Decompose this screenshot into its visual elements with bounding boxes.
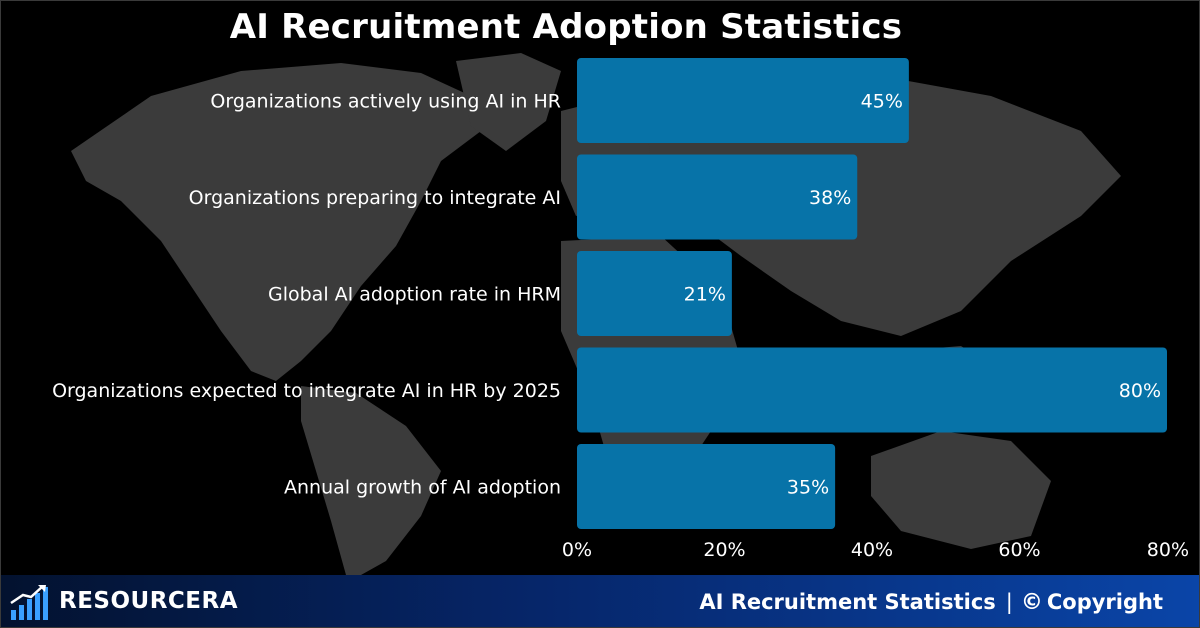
copyright-text: Copyright [1046, 590, 1163, 614]
footer-separator: | [1005, 590, 1013, 614]
x-tick-label: 80% [1147, 539, 1189, 561]
brand-name: RESOURCERA [59, 588, 239, 614]
data-label: 21% [684, 284, 726, 306]
x-tick-label: 20% [703, 539, 745, 561]
x-tick-label: 60% [998, 539, 1040, 561]
x-tick-label: 0% [562, 539, 592, 561]
bar [577, 154, 858, 240]
footer-bar: RESOURCERA AI Recruitment Statistics | © Co… [1, 575, 1199, 627]
bar [577, 58, 909, 143]
x-tick-label: 40% [851, 539, 893, 561]
page-title: AI Recruitment Adoption Statistics [229, 7, 903, 47]
bar [577, 251, 732, 336]
bar-chart: Organizations actively using AI in HR Org… [52, 58, 1189, 561]
footer-right-text: AI Recruitment Statistics [699, 590, 996, 614]
bar [577, 347, 1167, 433]
category-label: Organizations actively using AI in HR [210, 91, 561, 113]
category-label: Organizations preparing to integrate AI [189, 187, 561, 209]
data-label: 45% [861, 91, 903, 113]
bar-chart-rising-arrow-icon [10, 585, 48, 620]
bar [577, 444, 836, 529]
data-label: 80% [1119, 380, 1161, 402]
data-label: 35% [787, 477, 829, 499]
copyright-icon: © [1020, 590, 1043, 615]
category-label: Organizations expected to integrate AI i… [52, 380, 561, 402]
category-label: Global AI adoption rate in HRM [268, 284, 561, 306]
data-label: 38% [809, 187, 851, 209]
category-label: Annual growth of AI adoption [284, 477, 561, 499]
footer-caption: AI Recruitment Statistics | © Copyright [699, 590, 1163, 615]
